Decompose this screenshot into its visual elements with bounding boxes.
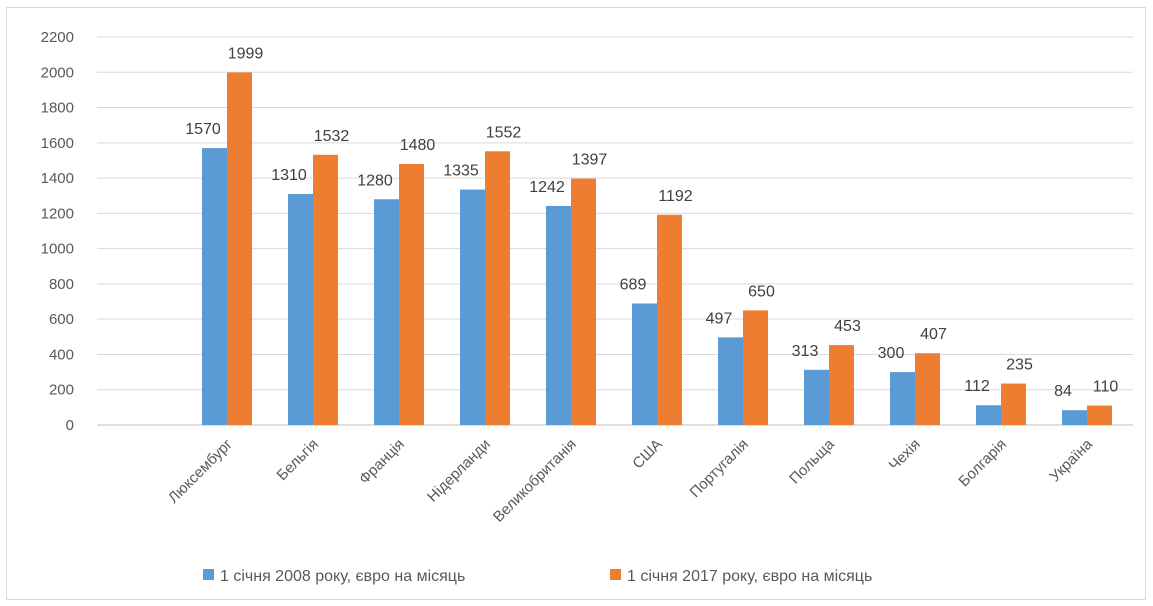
data-label-2017: 235	[1006, 357, 1033, 374]
gridlines	[97, 36, 1133, 426]
bar-2017	[485, 151, 510, 425]
y-tick-label: 2200	[41, 29, 74, 46]
data-label-2008: 300	[878, 345, 905, 362]
data-label-2008: 1335	[443, 163, 479, 180]
bar-2008	[202, 148, 227, 426]
data-label-2017: 1480	[400, 137, 436, 154]
data-labels: 1570 1999 1310 1532 1280 1480 1335 1552 1242 1397…	[185, 45, 1118, 400]
x-category-label: Франція	[356, 436, 408, 488]
bar-2017	[657, 214, 682, 425]
data-label-2008: 689	[620, 276, 647, 293]
data-label-2008: 1570	[185, 121, 221, 138]
bar-2017	[829, 345, 854, 425]
x-category-label: Чехія	[886, 436, 924, 474]
y-axis-ticks: 0 200 400 600 800 1000 1200 1400 1600 1800 2000 220…	[41, 29, 74, 434]
bar-2008	[632, 303, 657, 425]
data-label-2017: 650	[748, 283, 775, 300]
y-tick-label: 1400	[41, 170, 74, 187]
bar-2008	[460, 189, 485, 425]
x-category-label: Португалія	[687, 436, 752, 501]
x-category-label: Люксембург	[165, 435, 236, 506]
data-label-2017: 110	[1093, 379, 1119, 396]
bar-2017	[1001, 383, 1026, 425]
legend: 1 січня 2008 року, євро на місяць 1 січня…	[203, 568, 872, 585]
data-label-2008: 313	[792, 343, 819, 360]
bar-2008	[804, 369, 829, 425]
legend-label: 1 січня 2017 року, євро на місяць	[627, 568, 872, 585]
legend-label: 1 січня 2008 року, євро на місяць	[220, 568, 465, 585]
y-tick-label: 1800	[41, 100, 74, 117]
bar-2017	[915, 353, 940, 425]
x-category-label: Бельгія	[274, 436, 322, 484]
data-label-2017: 1999	[228, 45, 264, 62]
x-category-label: США	[629, 436, 665, 472]
bar-2008	[1062, 410, 1087, 425]
y-tick-label: 400	[49, 346, 74, 363]
bar-2008	[288, 193, 313, 425]
y-tick-label: 1200	[41, 205, 74, 222]
bar-2008	[890, 372, 915, 425]
bars	[202, 72, 1112, 426]
bar-2017	[313, 154, 338, 425]
y-tick-label: 600	[49, 311, 74, 328]
bar-2017	[1087, 405, 1112, 425]
data-label-2008: 1310	[271, 167, 307, 184]
data-label-2017: 407	[920, 326, 947, 343]
x-category-label: Болгарія	[955, 436, 1009, 490]
x-category-label: Великобританія	[490, 436, 580, 526]
x-category-label: Україна	[1046, 435, 1096, 485]
bar-2008	[718, 337, 743, 425]
y-tick-label: 0	[66, 417, 74, 434]
data-label-2008: 497	[706, 310, 733, 327]
legend-swatch	[203, 569, 214, 580]
bar-2017	[743, 310, 768, 425]
bar-2008	[976, 405, 1001, 425]
y-tick-label: 800	[49, 276, 74, 293]
bar-2008	[374, 199, 399, 425]
data-label-2017: 1552	[486, 124, 522, 141]
bar-chart: 0 200 400 600 800 1000 1200 1400 1600 1800 2000 220…	[41, 29, 1133, 585]
bar-2017	[227, 72, 252, 425]
x-category-label: Польща	[786, 435, 838, 487]
data-label-2008: 1280	[357, 172, 393, 189]
y-tick-label: 2000	[41, 64, 74, 81]
chart-frame: 0 200 400 600 800 1000 1200 1400 1600 1800 2000 220…	[6, 7, 1146, 600]
y-tick-label: 1000	[41, 241, 74, 258]
data-label-2008: 1242	[529, 179, 565, 196]
bar-2008	[546, 205, 571, 425]
bar-2017	[571, 178, 596, 425]
legend-swatch	[610, 569, 621, 580]
data-label-2017: 453	[834, 318, 861, 335]
x-category-label: Нідерланди	[424, 436, 494, 506]
x-axis-categories: Люксембург Бельгія Франція НідерландиВелико…	[165, 435, 1096, 525]
data-label-2017: 1532	[314, 128, 350, 145]
data-label-2017: 1397	[572, 152, 608, 169]
y-tick-label: 200	[49, 382, 74, 399]
data-label-2008: 112	[964, 378, 990, 395]
data-label-2008: 84	[1054, 383, 1072, 400]
data-label-2017: 1192	[658, 188, 693, 205]
y-tick-label: 1600	[41, 135, 74, 152]
bar-2017	[399, 163, 424, 425]
